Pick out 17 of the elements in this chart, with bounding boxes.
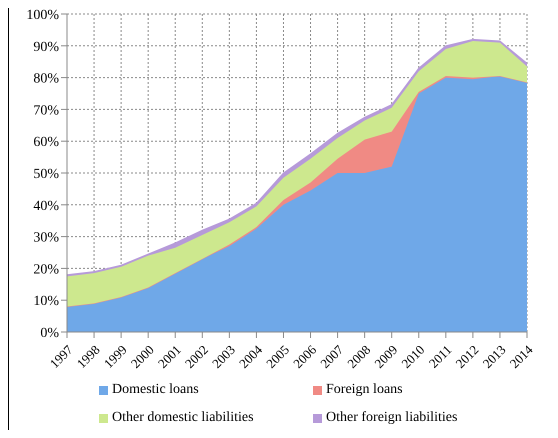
y-tick-label: 0% [40,326,60,341]
y-tick-label: 40% [33,198,60,214]
y-tick-label: 30% [33,230,60,246]
legend-label: Foreign loans [326,382,403,398]
y-tick-label: 70% [33,103,60,118]
legend-label: Other foreign liabilities [326,410,458,426]
legend-label: Other domestic liabilities [112,410,254,426]
legend-label: Domestic loans [112,382,199,398]
x-tick-label: 1999 [100,342,130,372]
y-tick-label: 50% [33,166,60,182]
y-tick-label: 100% [26,8,60,23]
x-tick-label: 2011 [426,342,454,371]
y-tick-label: 90% [33,40,60,55]
y-tick-label: 20% [33,262,60,278]
y-tick-label: 60% [33,135,60,150]
y-tick-label: 10% [33,294,60,310]
y-tick-label: 80% [33,72,60,87]
